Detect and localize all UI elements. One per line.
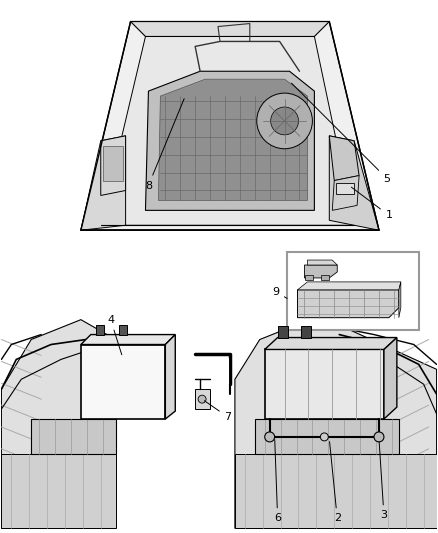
Polygon shape xyxy=(332,175,359,211)
Text: 1: 1 xyxy=(351,187,392,220)
Circle shape xyxy=(374,432,384,442)
Polygon shape xyxy=(81,344,165,419)
Bar xyxy=(301,326,311,337)
Polygon shape xyxy=(265,350,384,419)
Polygon shape xyxy=(165,335,175,419)
Polygon shape xyxy=(399,282,401,318)
Polygon shape xyxy=(159,79,307,200)
Polygon shape xyxy=(329,136,359,181)
Bar xyxy=(336,182,354,195)
Polygon shape xyxy=(304,265,337,278)
Bar xyxy=(286,252,419,329)
Polygon shape xyxy=(131,21,329,36)
Polygon shape xyxy=(31,419,116,454)
Text: 3: 3 xyxy=(379,442,388,520)
Bar xyxy=(321,275,329,280)
Bar xyxy=(278,326,288,337)
Polygon shape xyxy=(145,71,314,211)
Polygon shape xyxy=(297,282,401,290)
Circle shape xyxy=(265,432,275,442)
Text: 5: 5 xyxy=(292,83,390,183)
Polygon shape xyxy=(329,136,379,230)
Polygon shape xyxy=(1,454,116,528)
Polygon shape xyxy=(384,337,397,419)
Polygon shape xyxy=(265,337,397,350)
Polygon shape xyxy=(195,389,210,409)
Text: 6: 6 xyxy=(274,440,281,523)
Circle shape xyxy=(320,433,328,441)
Polygon shape xyxy=(255,419,399,454)
Polygon shape xyxy=(101,136,126,196)
Text: 7: 7 xyxy=(205,401,232,422)
Polygon shape xyxy=(81,136,126,230)
Polygon shape xyxy=(297,290,399,318)
Bar xyxy=(103,146,123,181)
Circle shape xyxy=(257,93,312,149)
Circle shape xyxy=(271,107,298,135)
Bar xyxy=(96,325,104,335)
Polygon shape xyxy=(81,335,175,344)
Circle shape xyxy=(198,395,206,403)
Text: 4: 4 xyxy=(107,314,122,355)
Text: 2: 2 xyxy=(329,442,341,523)
Polygon shape xyxy=(101,36,354,225)
Text: 8: 8 xyxy=(145,99,184,190)
Polygon shape xyxy=(307,260,337,265)
Text: 9: 9 xyxy=(272,287,287,298)
Polygon shape xyxy=(81,21,379,230)
Bar xyxy=(119,325,127,335)
Polygon shape xyxy=(235,320,437,528)
Bar xyxy=(305,275,314,280)
Polygon shape xyxy=(1,320,116,528)
Polygon shape xyxy=(235,454,437,528)
